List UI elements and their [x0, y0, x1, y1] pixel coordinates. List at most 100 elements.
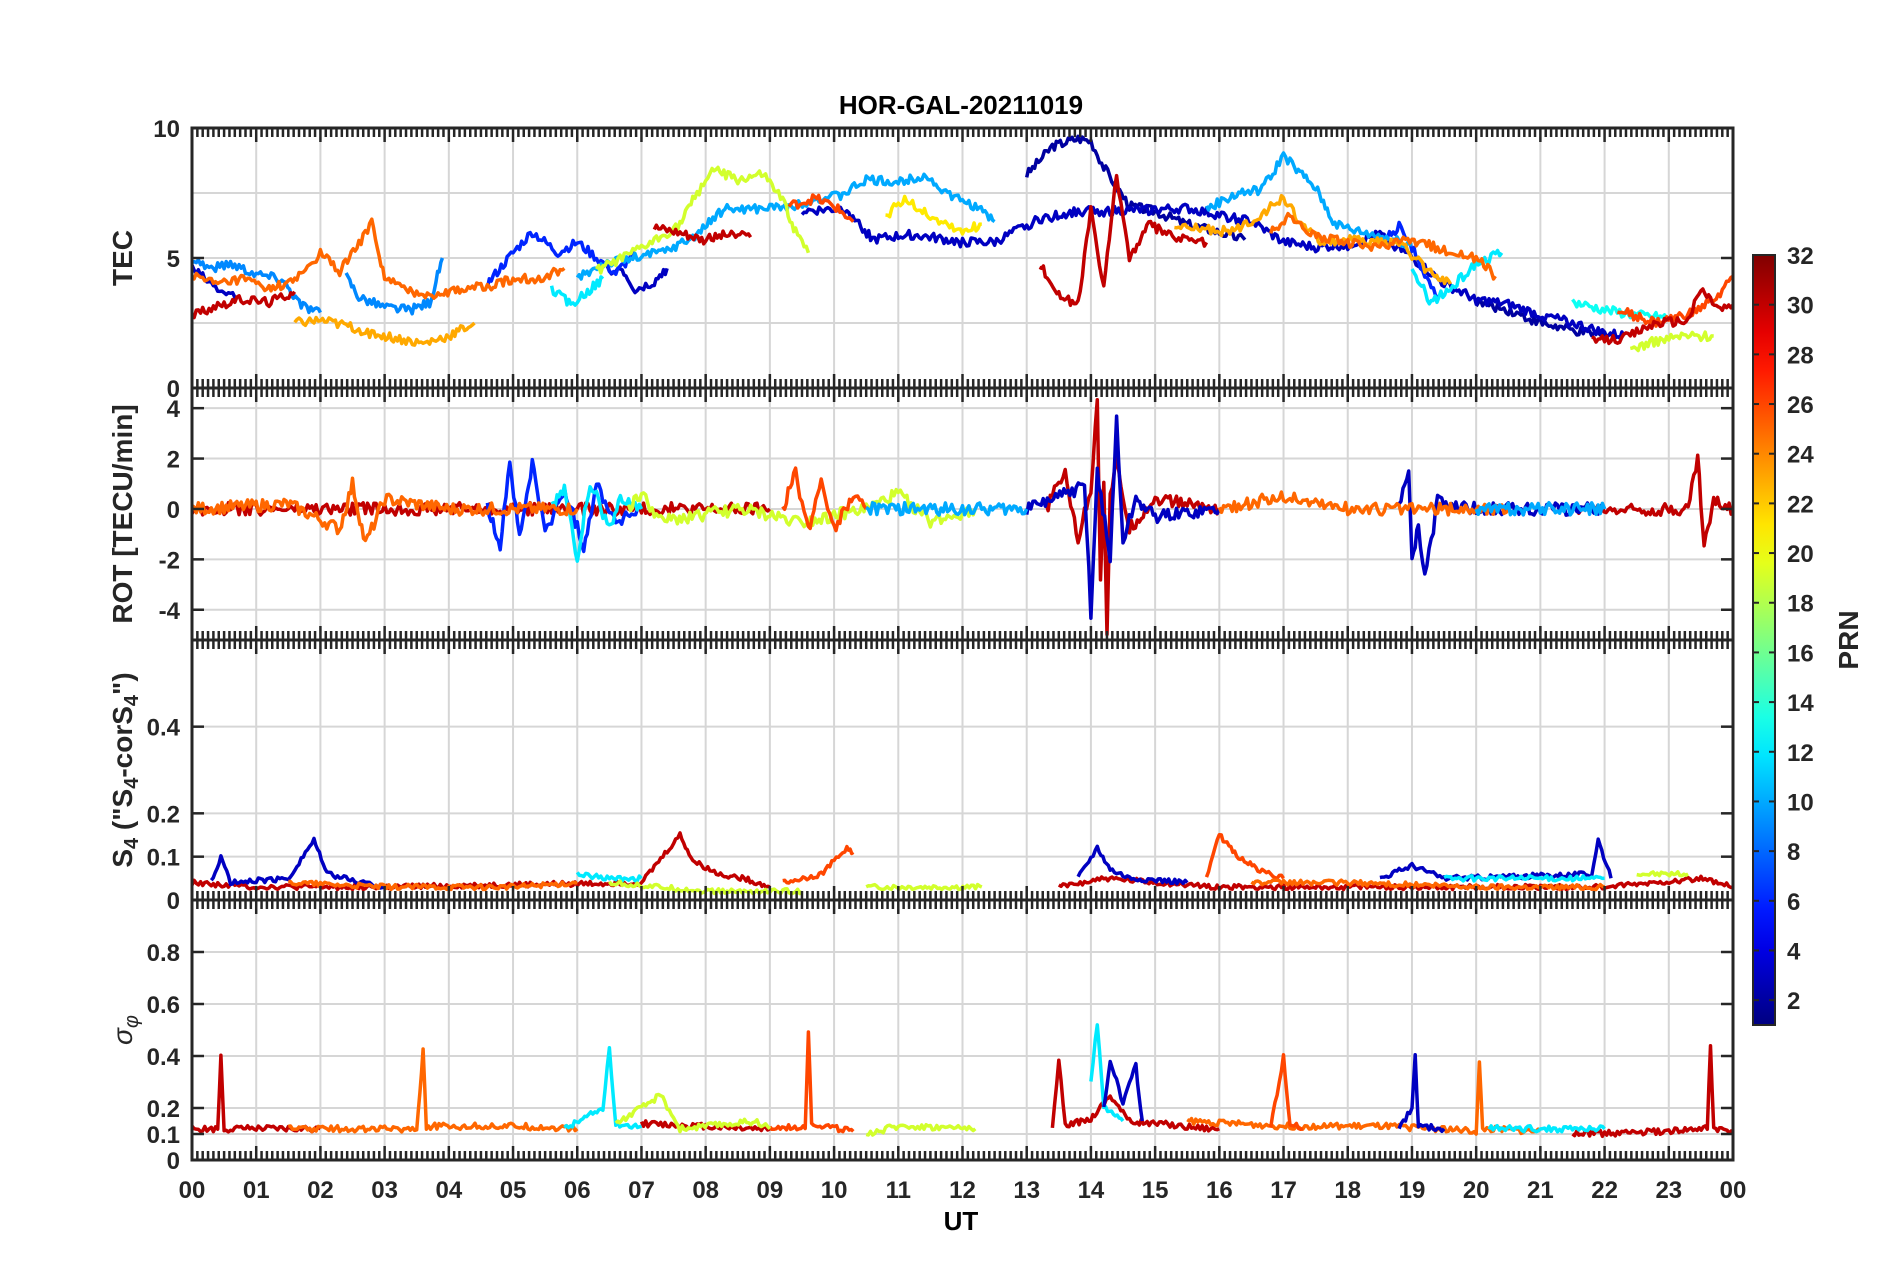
x-tick-label: 22 — [1591, 1177, 1618, 1204]
ticks-sigma — [190, 900, 1735, 1162]
series-line-prn-30 — [1591, 287, 1733, 346]
series-line-prn-26 — [782, 844, 855, 885]
colorbar-tick-label: 16 — [1787, 640, 1814, 667]
series-line-prn-30 — [192, 290, 297, 320]
series-line-prn-19 — [865, 882, 983, 892]
x-tick-label: 17 — [1270, 1177, 1297, 1204]
y-axis-label-s4: S4 ("S4-corS4") — [107, 672, 143, 867]
series-line-prn-30 — [1038, 173, 1209, 308]
x-tick-label: 14 — [1078, 1177, 1105, 1204]
series-line-prn-26 — [1616, 274, 1733, 328]
x-tick-label: 21 — [1527, 1177, 1554, 1204]
series-line-prn-25 — [287, 1047, 579, 1134]
y-tick-label: 0.4 — [147, 715, 181, 742]
series-line-prn-25 — [1186, 1060, 1542, 1136]
x-tick-label: 23 — [1655, 1177, 1682, 1204]
series-line-prn-25 — [192, 217, 566, 300]
x-tick-label: 02 — [307, 1177, 334, 1204]
series-line-prn-6 — [485, 230, 636, 289]
y-tick-label: 0.8 — [147, 940, 180, 967]
series-line-prn-3 — [800, 202, 1626, 341]
series-line-prn-19 — [865, 1122, 977, 1137]
series-group-rot — [192, 398, 1733, 637]
series-line-prn-30 — [1571, 453, 1733, 548]
panel-sigma: 00.10.2 0.4 0.6 0.8 σφ — [107, 898, 1735, 1175]
x-tick-label: 11 — [886, 1177, 911, 1204]
colorbar-tick-label: 24 — [1787, 442, 1814, 469]
series-line-prn-23 — [293, 315, 476, 347]
series-line-prn-3 — [602, 262, 669, 295]
series-line-prn-19 — [614, 1092, 772, 1134]
y-tick-label: 0.1 — [147, 1122, 180, 1149]
y-tick-label: 2 — [167, 447, 180, 474]
x-tick-label: 09 — [757, 1177, 784, 1204]
x-tick-label: 00 — [1720, 1177, 1747, 1204]
series-line-prn-6 — [1378, 220, 1439, 299]
y-tick-label: 0.2 — [147, 801, 180, 828]
x-tick-label: 04 — [435, 1177, 462, 1204]
series-line-prn-26 — [787, 193, 855, 223]
series-line-prn-12 — [563, 1045, 643, 1130]
x-tick-label: 13 — [1013, 1177, 1040, 1204]
series-line-prn-12 — [1410, 248, 1504, 306]
colorbar-gradient — [1752, 254, 1776, 1026]
y-tick-label: 0.2 — [147, 1096, 180, 1123]
series-line-prn-6 — [485, 457, 643, 554]
y-tick-label: 0.1 — [147, 845, 180, 872]
series-line-prn-3 — [1102, 1059, 1145, 1122]
series-line-prn-3 — [1076, 844, 1189, 886]
y-tick-label: -2 — [159, 547, 180, 574]
y-axis-label-sigma: σφ — [107, 1015, 143, 1045]
series-line-prn-3 — [209, 836, 386, 890]
y-tick-label: 0 — [167, 1148, 180, 1175]
series-line-prn-10 — [1474, 500, 1607, 517]
series-line-prn-30 — [192, 831, 771, 892]
x-tick-label: 15 — [1142, 1177, 1169, 1204]
x-tick-label: 10 — [821, 1177, 848, 1204]
colorbar-tick-label: 22 — [1787, 491, 1814, 518]
colorbar-tick-label: 6 — [1787, 889, 1800, 916]
series-line-prn-26 — [781, 466, 868, 533]
colorbar-tick-label: 8 — [1787, 839, 1800, 866]
series-line-prn-25 — [192, 476, 579, 543]
y-tick-label: 0 — [167, 497, 180, 524]
y-axis-label-rot: ROT [TECU/min] — [107, 404, 138, 623]
colorbar-tick-label: 10 — [1787, 789, 1814, 816]
series-line-prn-2 — [1024, 134, 1247, 242]
colorbar-tick-label: 4 — [1787, 938, 1801, 965]
colorbar-tick-label: 32 — [1787, 243, 1814, 270]
series-line-prn-25 — [1250, 878, 1606, 892]
x-tick-label: 05 — [500, 1177, 527, 1204]
x-tick-label: 20 — [1463, 1177, 1490, 1204]
series-line-prn-3 — [1379, 837, 1613, 882]
series-line-prn-13 — [1571, 298, 1669, 322]
colorbar-tick-label: 2 — [1787, 988, 1800, 1015]
series-line-prn-30 — [1044, 398, 1221, 637]
x-tick-label: 18 — [1334, 1177, 1361, 1204]
series-group-sigma — [192, 1023, 1733, 1139]
series-line-prn-12 — [1089, 1023, 1125, 1123]
series-line-prn-30 — [1050, 1058, 1220, 1133]
y-tick-label: 0.4 — [147, 1044, 181, 1071]
colorbar-label: PRN — [1833, 610, 1864, 669]
x-tick-label: 12 — [949, 1177, 976, 1204]
x-axis-label: UT — [944, 1206, 979, 1236]
series-line-prn-9 — [344, 257, 445, 316]
x-tick-label: 19 — [1399, 1177, 1426, 1204]
series-line-prn-26 — [768, 1030, 855, 1134]
panel-tec: 0 5 10 TEC — [107, 116, 1735, 403]
x-tick-label: 06 — [564, 1177, 591, 1204]
series-line-prn-30 — [1571, 1044, 1733, 1139]
series-line-prn-19 — [1636, 870, 1689, 878]
series-line-prn-10 — [865, 500, 1029, 517]
colorbar-tick-label: 14 — [1787, 690, 1814, 717]
x-tick-label: 16 — [1206, 1177, 1233, 1204]
y-tick-label: 4 — [167, 396, 181, 423]
y-tick-label: 0.6 — [147, 992, 180, 1019]
y-axis-label-tec: TEC — [107, 230, 138, 286]
y-tick-label: 5 — [167, 246, 180, 273]
y-tick-label: 0 — [167, 888, 180, 915]
series-line-prn-25 — [288, 879, 578, 892]
